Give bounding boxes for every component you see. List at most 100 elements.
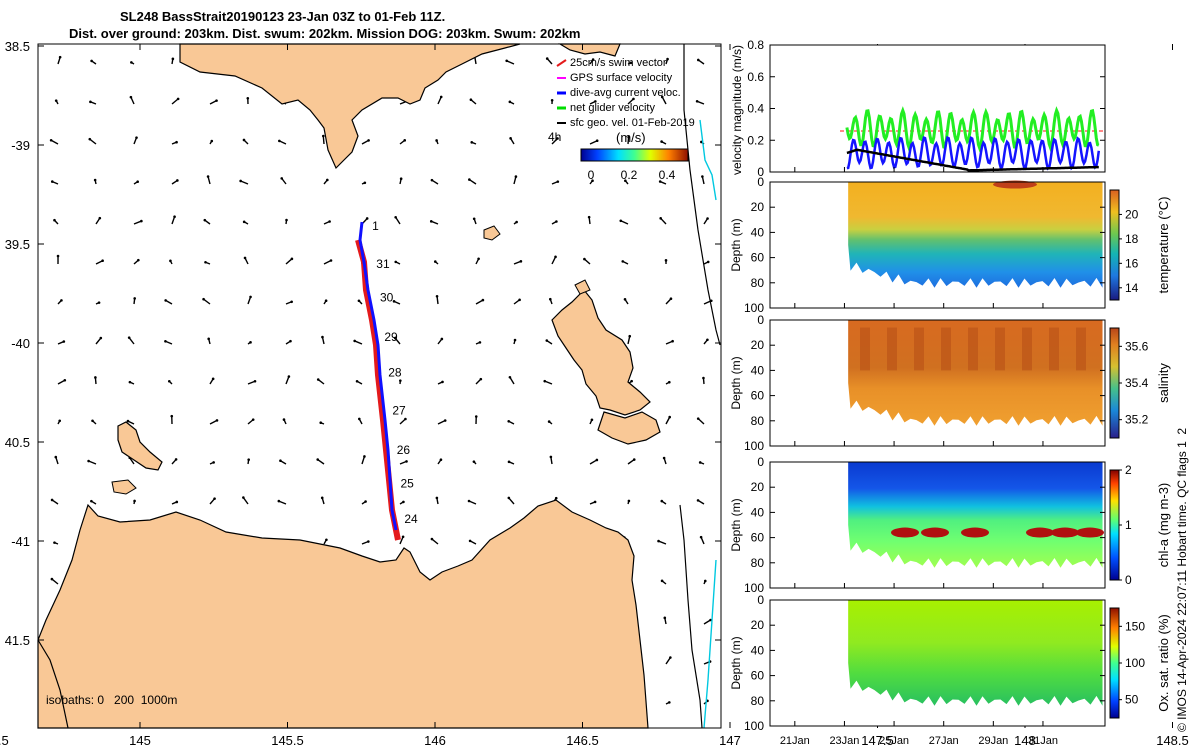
- current-arrow-head: [439, 95, 443, 99]
- current-arrow: [551, 256, 557, 265]
- current-arrow-head: [402, 500, 405, 504]
- oxygen-depth-tick-label: 100: [744, 719, 764, 733]
- current-arrow-head: [660, 95, 664, 99]
- current-arrow-head: [472, 217, 476, 221]
- current-arrow-head: [364, 500, 367, 503]
- current-arrow: [242, 497, 249, 505]
- map-y-ticks: 38.5 -39 39.5 -40 40.5 -41 41.5: [5, 39, 721, 648]
- current-arrow-head: [507, 496, 511, 500]
- map-frame: [37, 43, 722, 729]
- current-arrow-head: [367, 540, 370, 543]
- current-arrow-head: [242, 220, 246, 224]
- current-arrow-head: [435, 294, 439, 298]
- current-arrow: [589, 140, 598, 145]
- current-arrow-head: [507, 419, 511, 423]
- current-arrow-head: [628, 334, 632, 338]
- current-arrow: [661, 96, 667, 105]
- time-tick-label: 29Jan: [978, 735, 1008, 747]
- current-arrow-head: [627, 499, 631, 503]
- current-arrow-head: [329, 259, 333, 262]
- track-day-label: 28: [388, 366, 402, 380]
- current-arrow-head: [169, 259, 172, 263]
- legend-item-dive: dive-avg current veloc.: [570, 87, 681, 99]
- current-arrow-head: [472, 460, 476, 463]
- track-day-label: 25: [400, 477, 414, 491]
- current-arrow-head: [133, 297, 136, 300]
- current-arrow-head: [669, 656, 672, 659]
- current-arrow-head: [88, 137, 92, 141]
- current-arrow-head: [321, 134, 325, 138]
- salinity-high-streak: [1049, 327, 1059, 371]
- oxygen-colorbar-tick-label: 150: [1125, 619, 1145, 633]
- current-arrow-head: [505, 59, 508, 63]
- salinity-colorbar-tick-label: 35.2: [1125, 413, 1149, 427]
- current-arrow-head: [593, 500, 597, 504]
- current-arrow-head: [49, 138, 53, 142]
- velocity-net-glider-series: [845, 106, 1100, 153]
- oxygen-depth-tick-label: 60: [751, 669, 765, 683]
- salinity-high-streak: [1076, 327, 1086, 371]
- current-arrow-head: [133, 499, 136, 503]
- current-arrow-head: [706, 338, 709, 342]
- chla-colorbar-tick-label: 0: [1125, 573, 1132, 587]
- current-arrow-head: [699, 535, 703, 539]
- current-arrow-head: [508, 375, 512, 379]
- map-x-tick-label: 145.5: [271, 733, 304, 748]
- current-arrow-head: [433, 260, 437, 263]
- temperature-colorbar-tick-label: 16: [1125, 256, 1139, 270]
- track-day-label: 1: [372, 219, 379, 233]
- current-arrow-head: [58, 419, 62, 423]
- current-arrow-head: [659, 217, 662, 220]
- current-arrow-head: [619, 219, 623, 223]
- current-arrow-head: [175, 140, 178, 144]
- current-arrow: [322, 135, 325, 145]
- current-arrow-head: [430, 537, 434, 541]
- salinity-high-streak: [887, 327, 897, 371]
- current-arrow-head: [440, 337, 444, 341]
- salinity-colorbar-tick-label: 35.6: [1125, 339, 1149, 353]
- salinity-colorbar-tick-label: 35.4: [1125, 376, 1149, 390]
- current-arrow: [506, 60, 515, 65]
- current-arrow-head: [242, 496, 245, 499]
- current-arrow-head: [403, 139, 407, 142]
- salinity-depth-tick-label: 40: [751, 363, 765, 377]
- map-x-ticks: 144.5 145 145.5 146 146.5 147 147.5 148 148.5: [0, 44, 1189, 748]
- temperature-section-field: [848, 182, 1103, 288]
- current-arrow-head: [706, 217, 709, 220]
- current-arrow-head: [128, 380, 132, 384]
- current-arrow-head: [474, 415, 478, 418]
- chla-colorbar-label: chl-a (mg m-3): [1156, 483, 1171, 568]
- land-cape-barren: [597, 411, 661, 445]
- current-arrow-head: [404, 417, 407, 421]
- current-arrow-head: [479, 377, 483, 381]
- current-arrow-head: [202, 297, 205, 301]
- current-arrow-head: [316, 378, 320, 381]
- current-arrow-head: [543, 379, 547, 383]
- current-arrow-head: [435, 139, 438, 142]
- isobath-1000m-east-lower: [703, 559, 717, 729]
- chla-depth-tick-label: 20: [751, 480, 765, 494]
- current-arrow-head: [353, 339, 356, 343]
- current-arrow-head: [325, 538, 328, 542]
- current-arrow-head: [477, 257, 480, 261]
- current-arrow-head: [98, 216, 102, 220]
- current-arrow-head: [135, 136, 138, 139]
- current-arrow-head: [514, 175, 518, 178]
- chla-axes-frame: [769, 461, 1106, 589]
- current-arrow-head: [94, 376, 97, 379]
- current-arrow-head: [136, 180, 139, 183]
- salinity-high-streak: [995, 327, 1005, 371]
- legend-scale-label: 4h: [548, 130, 561, 144]
- current-arrow-head: [660, 579, 664, 583]
- current-arrow: [89, 138, 97, 145]
- current-arrow-head: [211, 377, 215, 381]
- legend-item-swim: 25cm/s swim vector: [570, 57, 667, 69]
- time-tick-label: 27Jan: [929, 735, 959, 747]
- current-arrow-head: [555, 220, 558, 223]
- current-arrow: [285, 376, 290, 385]
- chla-depth-ylabel: Depth (m): [729, 498, 743, 551]
- salinity-depth-tick-label: 80: [751, 414, 765, 428]
